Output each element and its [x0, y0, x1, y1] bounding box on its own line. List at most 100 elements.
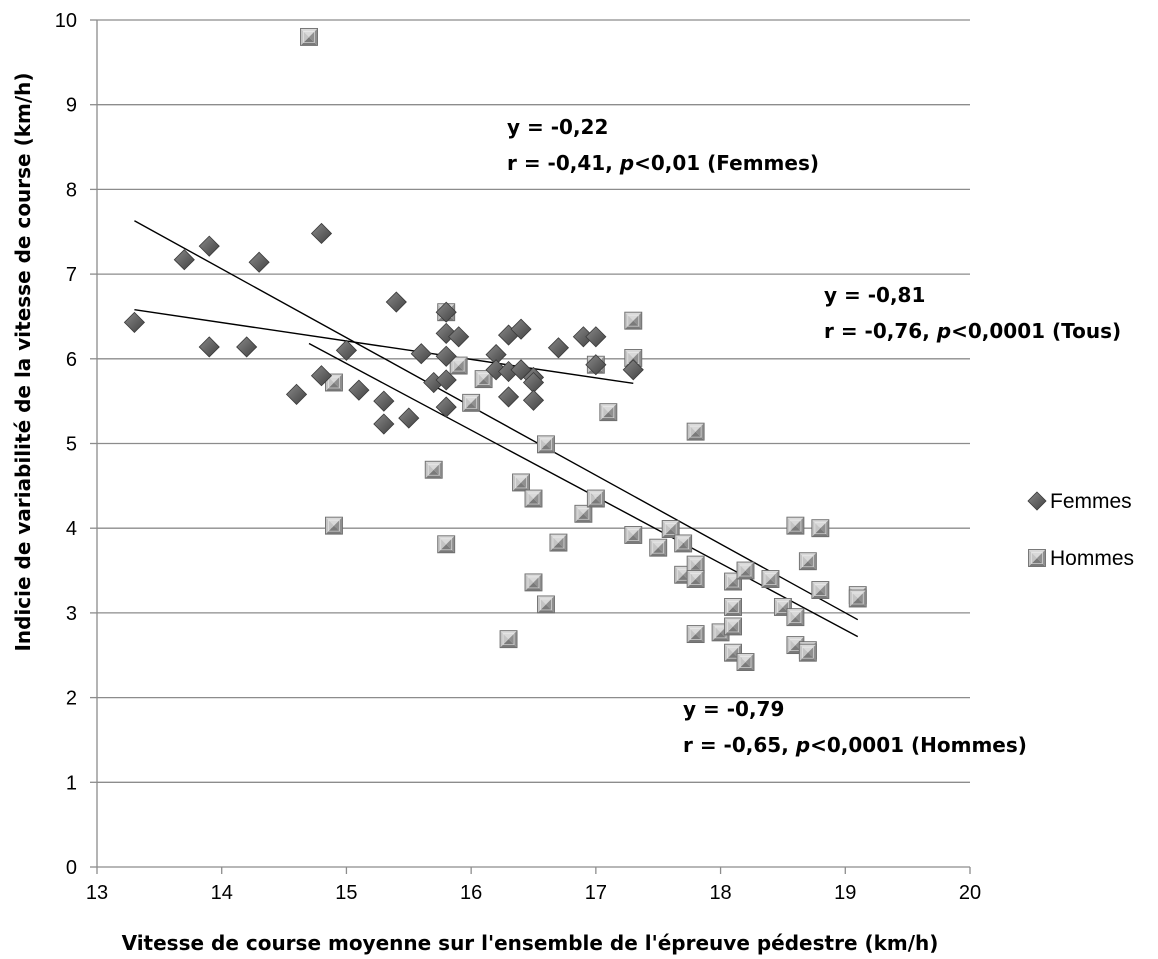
point-hommes-23	[649, 538, 668, 557]
point-hommes-0	[300, 27, 318, 46]
point-hommes-6	[449, 356, 468, 375]
point-femmes-32	[522, 389, 545, 411]
annotation-femmes-equation: y = -0,22	[507, 115, 608, 139]
legend-item-femmes: Femmes	[1027, 490, 1132, 513]
point-femmes-1	[173, 249, 195, 271]
y-tick-label-10: 10	[55, 10, 77, 32]
x-tick-label-13: 13	[86, 882, 108, 904]
point-femmes-7	[310, 222, 333, 245]
legend-label-femmes: Femmes	[1050, 490, 1132, 513]
point-hommes-18	[586, 489, 605, 508]
point-femmes-5	[248, 251, 270, 273]
x-tick-label-19: 19	[834, 882, 856, 904]
point-femmes-12	[373, 413, 395, 435]
point-hommes-47	[811, 581, 830, 599]
point-hommes-38	[761, 570, 780, 588]
y-tick-label-0: 0	[66, 857, 77, 879]
y-tick-label-3: 3	[66, 603, 77, 625]
x-tick-label-14: 14	[211, 882, 233, 904]
point-femmes-28	[510, 318, 532, 340]
legend-marker-hommes	[1028, 549, 1046, 567]
point-hommes-16	[574, 504, 593, 523]
point-hommes-29	[686, 570, 705, 588]
y-tick-label-6: 6	[66, 349, 77, 371]
point-hommes-46	[811, 519, 830, 538]
point-femmes-27	[497, 386, 520, 408]
point-femmes-6	[285, 383, 308, 405]
annotation-tous: y = -0,81 r = -0,76, p<0,0001 (Tous)	[824, 283, 1121, 343]
y-tick-label-2: 2	[66, 688, 77, 710]
series-femmes	[123, 222, 644, 435]
x-axis-title: Vitesse de course moyenne sur l'ensemble…	[122, 931, 939, 955]
point-femmes-2	[198, 235, 220, 257]
x-tick-label-15: 15	[335, 882, 357, 904]
legend: Femmes Hommes	[1027, 490, 1134, 570]
point-femmes-24	[485, 359, 507, 381]
y-tick-labels: 0 1 2 3 4 5 6 7 8 9 10	[55, 10, 77, 879]
point-hommes-14	[537, 595, 555, 614]
point-hommes-9	[499, 630, 518, 649]
legend-item-hommes: Hommes	[1028, 547, 1134, 570]
annotation-tous-stats: r = -0,76, p<0,0001 (Tous)	[824, 319, 1121, 343]
point-hommes-34	[724, 617, 742, 636]
point-femmes-10	[348, 379, 370, 401]
point-hommes-2	[325, 516, 343, 535]
point-femmes-14	[398, 407, 420, 429]
x-tick-label-20: 20	[959, 882, 981, 904]
point-hommes-27	[686, 422, 705, 441]
point-femmes-3	[198, 336, 220, 358]
y-tick-label-1: 1	[66, 772, 77, 794]
annotation-hommes: y = -0,79 r = -0,65, p<0,0001 (Hommes)	[683, 697, 1027, 757]
point-hommes-7	[462, 393, 481, 412]
x-tick-label-16: 16	[460, 882, 482, 904]
annotation-tous-equation: y = -0,81	[824, 283, 925, 307]
point-hommes-33	[724, 598, 742, 616]
point-hommes-36	[736, 561, 755, 580]
point-hommes-37	[736, 653, 755, 671]
annotation-hommes-stats: r = -0,65, p<0,0001 (Hommes)	[683, 733, 1027, 757]
annotation-femmes: y = -0,22 r = -0,41, p<0,01 (Femmes)	[507, 115, 819, 175]
point-femmes-13	[385, 291, 407, 313]
point-hommes-32	[724, 572, 742, 591]
legend-label-hommes: Hommes	[1050, 547, 1134, 570]
point-femmes-21	[435, 396, 457, 418]
point-hommes-19	[599, 403, 618, 422]
trendline-hommes	[308, 342, 859, 638]
x-tick-label-18: 18	[709, 882, 731, 904]
point-hommes-3	[424, 460, 443, 479]
y-tick-label-4: 4	[66, 518, 77, 540]
trendline-tous	[134, 220, 859, 621]
point-hommes-41	[786, 608, 805, 627]
x-tick-label-17: 17	[585, 882, 607, 904]
point-hommes-43	[798, 552, 817, 571]
point-femmes-0	[123, 311, 145, 333]
point-femmes-29	[510, 359, 532, 381]
point-hommes-15	[549, 533, 568, 552]
point-femmes-17	[435, 301, 457, 323]
point-hommes-22	[624, 526, 643, 544]
point-hommes-13	[537, 435, 555, 454]
point-hommes-5	[437, 535, 456, 554]
legend-marker-femmes	[1027, 491, 1047, 511]
point-femmes-11	[373, 390, 395, 412]
x-tick-labels: 13 14 15 16 17 18 19 20	[86, 882, 981, 904]
y-tick-label-5: 5	[66, 434, 77, 456]
point-hommes-8	[474, 370, 493, 389]
point-hommes-12	[524, 573, 543, 592]
trendline-femmes	[134, 308, 634, 385]
point-femmes-33	[547, 337, 570, 359]
point-hommes-25	[674, 534, 693, 553]
axes	[96, 20, 970, 868]
point-femmes-37	[622, 359, 644, 381]
y-tick-label-7: 7	[66, 264, 77, 286]
point-femmes-36	[585, 354, 607, 376]
point-femmes-8	[310, 365, 333, 387]
y-tick-label-9: 9	[66, 95, 77, 117]
point-femmes-22	[448, 326, 470, 348]
gridlines	[90, 19, 971, 874]
point-femmes-15	[410, 343, 432, 365]
point-femmes-35	[585, 326, 607, 348]
point-femmes-20	[435, 369, 457, 391]
annotation-femmes-stats: r = -0,41, p<0,01 (Femmes)	[507, 151, 819, 175]
